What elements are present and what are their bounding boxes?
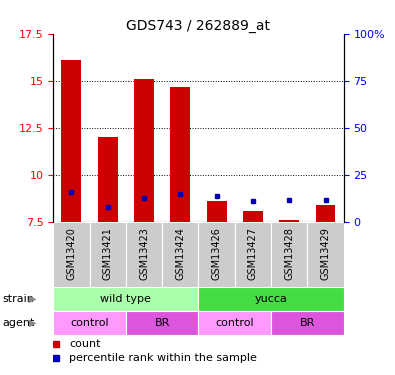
Text: ▶: ▶	[29, 294, 36, 304]
Bar	[307, 222, 344, 287]
Bar	[53, 311, 126, 335]
Text: control: control	[70, 318, 109, 328]
Bar	[199, 222, 235, 287]
Bar	[243, 211, 263, 222]
Bar	[53, 287, 199, 311]
Text: GSM13426: GSM13426	[212, 227, 222, 280]
Bar	[162, 222, 199, 287]
Text: count: count	[69, 339, 101, 349]
Bar	[170, 87, 190, 222]
Text: BR: BR	[154, 318, 170, 328]
Bar	[98, 137, 118, 222]
Bar	[199, 287, 344, 311]
Bar	[126, 311, 199, 335]
Text: ▶: ▶	[29, 318, 36, 328]
Bar	[316, 205, 335, 222]
Text: GSM13421: GSM13421	[103, 227, 113, 280]
Bar	[207, 201, 227, 222]
Bar	[62, 60, 81, 222]
Text: strain: strain	[2, 294, 34, 304]
Text: GSM13420: GSM13420	[66, 227, 77, 280]
Bar	[271, 311, 344, 335]
Text: wild type: wild type	[100, 294, 151, 304]
Text: percentile rank within the sample: percentile rank within the sample	[69, 354, 257, 363]
Bar	[279, 220, 299, 222]
Text: BR: BR	[300, 318, 315, 328]
Text: GSM13428: GSM13428	[284, 227, 294, 280]
Text: GSM13427: GSM13427	[248, 227, 258, 280]
Text: agent: agent	[2, 318, 34, 328]
Text: yucca: yucca	[255, 294, 288, 304]
Text: GSM13423: GSM13423	[139, 227, 149, 280]
Bar	[53, 222, 90, 287]
Text: GSM13429: GSM13429	[320, 227, 331, 280]
Bar	[126, 222, 162, 287]
Bar	[271, 222, 307, 287]
Text: control: control	[215, 318, 254, 328]
Bar	[199, 311, 271, 335]
Text: GSM13424: GSM13424	[175, 227, 185, 280]
Bar	[235, 222, 271, 287]
Title: GDS743 / 262889_at: GDS743 / 262889_at	[126, 19, 271, 33]
Bar	[134, 79, 154, 222]
Bar	[90, 222, 126, 287]
